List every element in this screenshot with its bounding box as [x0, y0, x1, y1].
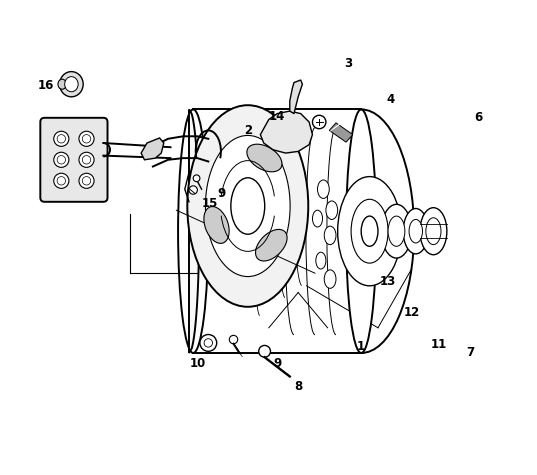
Text: 12: 12	[403, 306, 420, 319]
Ellipse shape	[206, 135, 290, 276]
Ellipse shape	[247, 144, 282, 172]
Text: 4: 4	[387, 93, 395, 106]
Circle shape	[82, 156, 91, 164]
Circle shape	[204, 339, 213, 347]
Ellipse shape	[351, 200, 388, 263]
Circle shape	[193, 175, 200, 181]
Text: 2: 2	[244, 124, 252, 137]
Ellipse shape	[381, 204, 411, 258]
Circle shape	[57, 177, 66, 185]
Polygon shape	[141, 138, 164, 160]
Circle shape	[200, 334, 217, 352]
Ellipse shape	[187, 105, 308, 307]
Text: 11: 11	[430, 338, 447, 351]
Ellipse shape	[426, 218, 441, 245]
Ellipse shape	[409, 219, 423, 243]
Text: 9: 9	[217, 187, 226, 200]
Text: 6: 6	[475, 111, 483, 124]
Text: 9: 9	[273, 357, 281, 370]
Ellipse shape	[60, 72, 83, 97]
Text: 15: 15	[202, 197, 218, 210]
Ellipse shape	[178, 109, 208, 353]
Circle shape	[57, 156, 66, 164]
Ellipse shape	[64, 76, 78, 92]
Ellipse shape	[388, 216, 405, 247]
Circle shape	[54, 131, 69, 146]
Ellipse shape	[338, 177, 402, 286]
Ellipse shape	[58, 79, 67, 89]
Circle shape	[82, 134, 91, 143]
Text: 7: 7	[466, 346, 474, 360]
Ellipse shape	[326, 201, 338, 219]
Polygon shape	[290, 80, 302, 114]
Ellipse shape	[324, 270, 336, 288]
Text: 3: 3	[345, 57, 353, 70]
Circle shape	[189, 186, 198, 194]
Ellipse shape	[324, 226, 336, 245]
Ellipse shape	[346, 109, 376, 353]
Circle shape	[79, 152, 94, 167]
Polygon shape	[260, 111, 313, 153]
Circle shape	[79, 173, 94, 189]
Text: 16: 16	[38, 79, 54, 93]
Ellipse shape	[313, 210, 323, 227]
Ellipse shape	[256, 229, 287, 261]
Ellipse shape	[316, 252, 326, 269]
Circle shape	[57, 134, 66, 143]
Circle shape	[79, 131, 94, 146]
Ellipse shape	[231, 178, 265, 234]
Ellipse shape	[403, 209, 429, 254]
Ellipse shape	[420, 208, 447, 255]
Circle shape	[82, 177, 91, 185]
Text: 13: 13	[380, 275, 396, 288]
FancyBboxPatch shape	[40, 118, 107, 202]
Text: 1: 1	[357, 340, 365, 353]
Ellipse shape	[204, 207, 229, 243]
Text: 10: 10	[190, 357, 206, 370]
Circle shape	[259, 345, 271, 357]
Circle shape	[54, 152, 69, 167]
Text: 8: 8	[294, 380, 302, 393]
Polygon shape	[329, 123, 353, 142]
Ellipse shape	[317, 180, 329, 199]
Circle shape	[54, 173, 69, 189]
Polygon shape	[189, 109, 199, 353]
Circle shape	[229, 335, 238, 344]
Circle shape	[313, 115, 326, 129]
Ellipse shape	[361, 216, 378, 247]
Text: 14: 14	[269, 110, 285, 123]
